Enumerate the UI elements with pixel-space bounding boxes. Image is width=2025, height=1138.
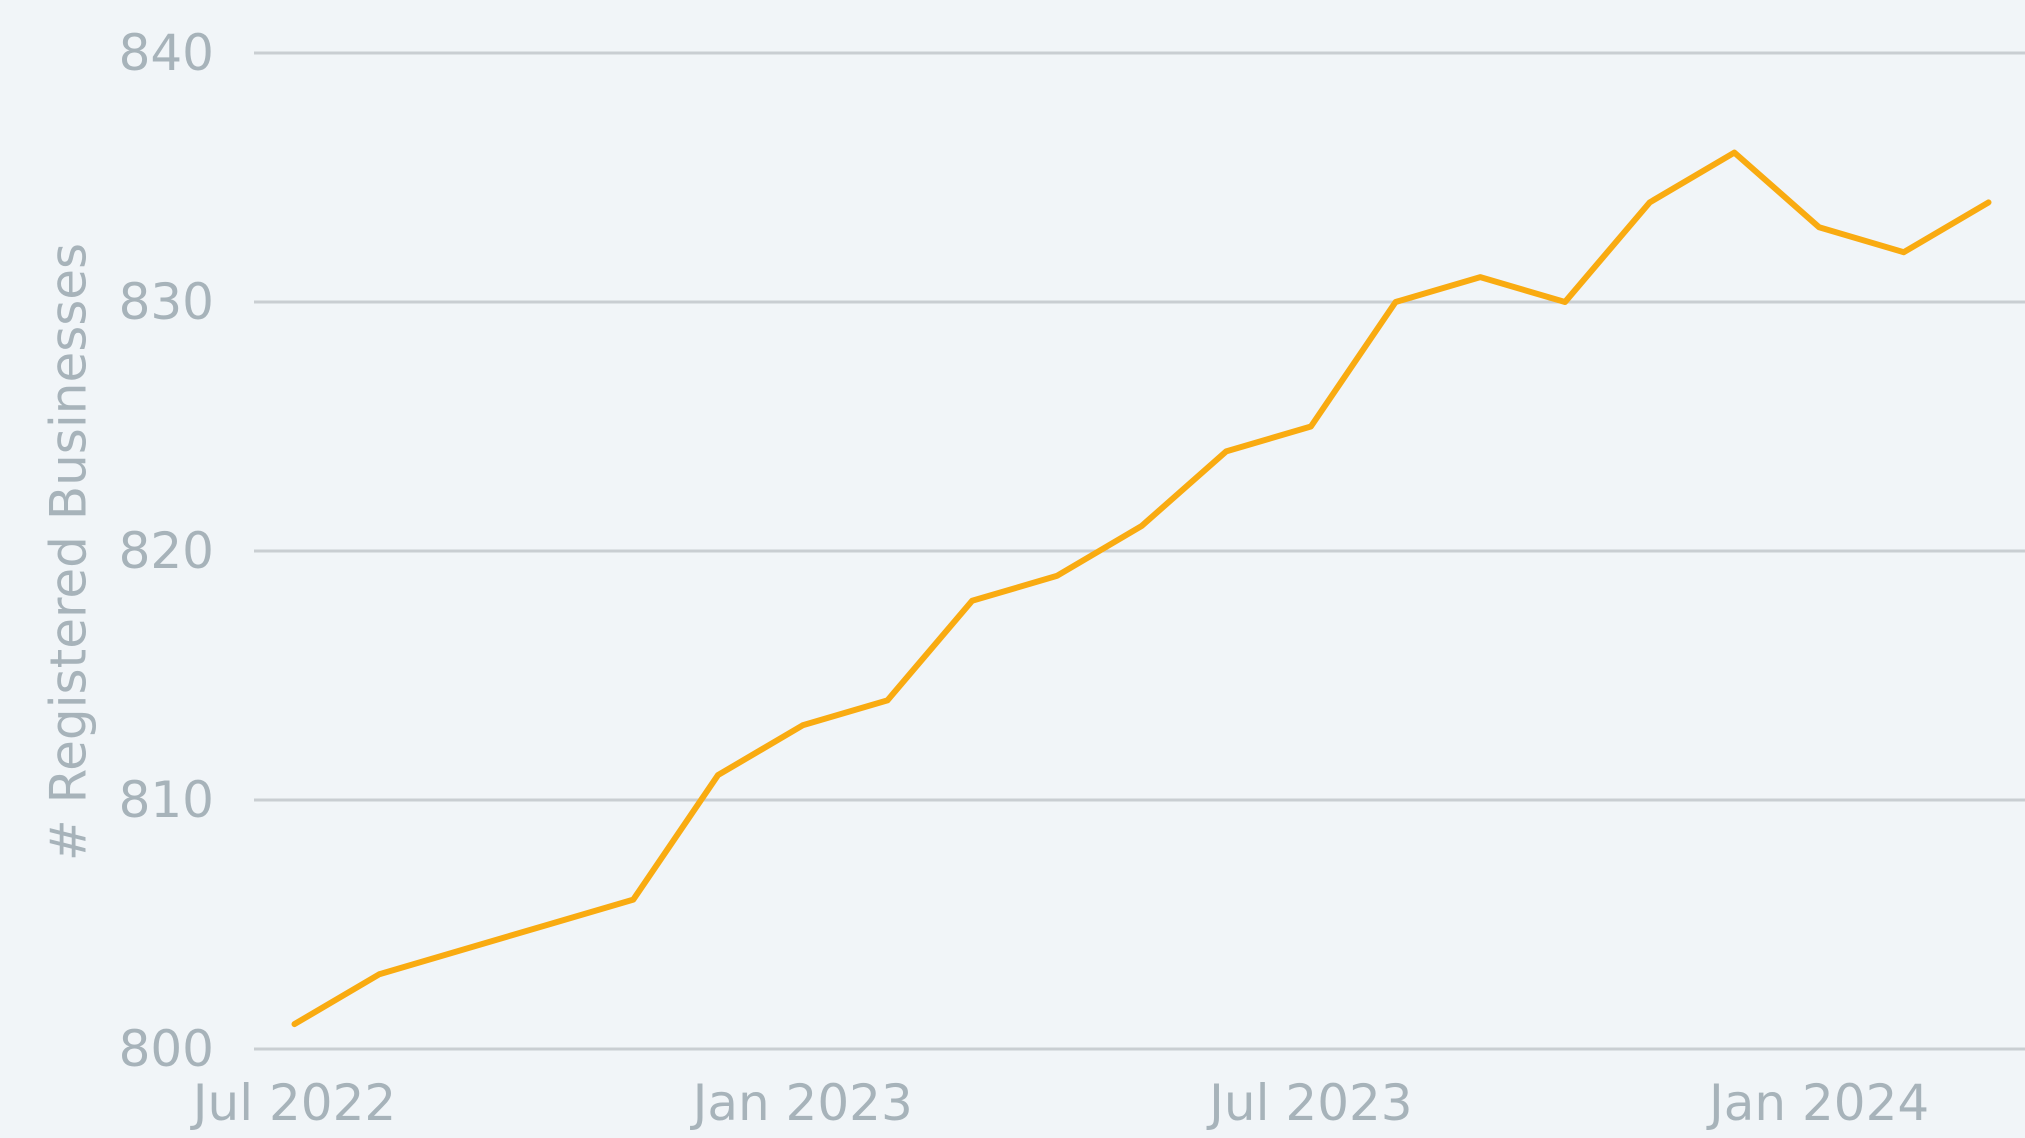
x-tick-label: Jan 2023	[690, 1074, 913, 1132]
y-tick-label: 840	[119, 24, 214, 82]
y-tick-label: 800	[119, 1020, 214, 1078]
data-line	[291, 149, 1992, 1028]
x-tick-label: Jul 2022	[190, 1074, 396, 1132]
y-axis-label: # Registered Businesses	[40, 243, 98, 861]
y-tick-label: 820	[119, 522, 214, 580]
x-tick-label: Jan 2024	[1706, 1074, 1929, 1132]
x-tick-label: Jul 2023	[1206, 1074, 1412, 1132]
y-tick-label: 830	[119, 273, 214, 331]
y-tick-label: 810	[119, 771, 214, 829]
